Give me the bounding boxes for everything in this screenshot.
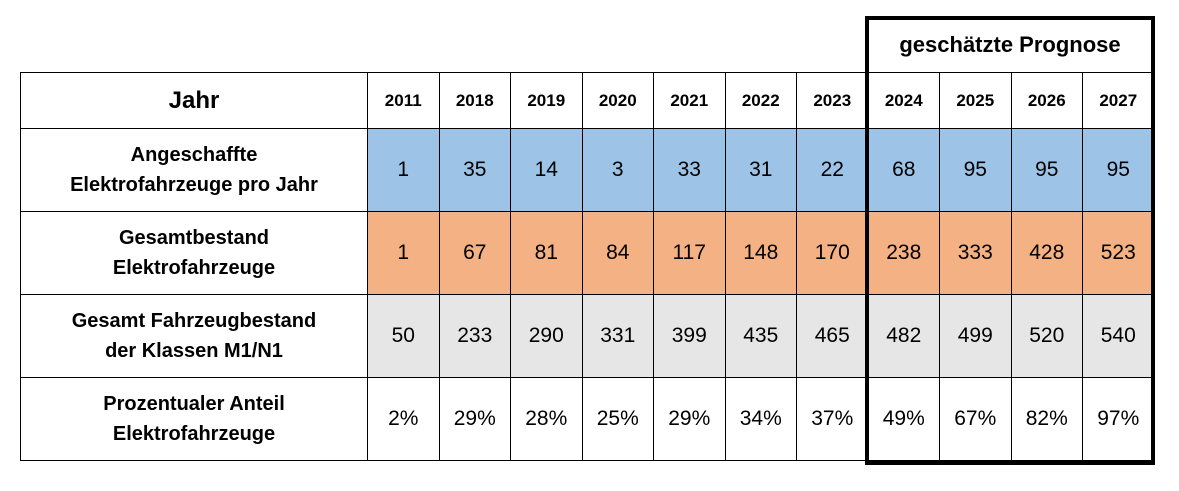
year-header: Jahr xyxy=(20,72,368,129)
table-header-row: Jahr 2011 2018 2019 2020 2021 2022 2023 … xyxy=(20,72,1155,129)
row-label-line: der Klassen M1/N1 xyxy=(105,340,283,362)
row-label-total-fleet: Gesamt Fahrzeugbestand der Klassen M1/N1 xyxy=(20,294,368,378)
row-label-line: Gesamt Fahrzeugbestand xyxy=(71,310,317,332)
year-2022: 2022 xyxy=(724,72,797,129)
table-cell: 3 xyxy=(581,128,654,212)
ev-statistics-table: Jahr 2011 2018 2019 2020 2021 2022 2023 … xyxy=(20,72,1155,461)
table-cell: 238 xyxy=(867,211,940,295)
table-cell: 170 xyxy=(796,211,869,295)
table-cell: 117 xyxy=(653,211,726,295)
table-cell: 33 xyxy=(653,128,726,212)
year-2026: 2026 xyxy=(1010,72,1083,129)
row-acquired-evs-per-year: Angeschaffte Elektrofahrzeuge pro Jahr 1 … xyxy=(20,128,1155,212)
row-label-line: Elektrofahrzeuge xyxy=(112,423,276,445)
table-cell: 97% xyxy=(1082,377,1155,461)
table-cell: 35 xyxy=(438,128,511,212)
table-cell: 34% xyxy=(724,377,797,461)
row-total-evs: Gesamtbestand Elektrofahrzeuge 1 67 81 84… xyxy=(20,211,1155,295)
year-2011: 2011 xyxy=(367,72,440,129)
year-2021: 2021 xyxy=(653,72,726,129)
table-cell: 465 xyxy=(796,294,869,378)
row-label-line: Elektrofahrzeuge xyxy=(112,257,276,279)
table-cell: 331 xyxy=(581,294,654,378)
table-cell: 67 xyxy=(438,211,511,295)
table-cell: 29% xyxy=(653,377,726,461)
year-2020: 2020 xyxy=(581,72,654,129)
row-label-line: Angeschaffte xyxy=(130,144,258,166)
table-cell: 1 xyxy=(367,211,440,295)
table-cell: 29% xyxy=(438,377,511,461)
table-cell: 49% xyxy=(867,377,940,461)
table-cell: 22 xyxy=(796,128,869,212)
table-cell: 520 xyxy=(1010,294,1083,378)
table-cell: 148 xyxy=(724,211,797,295)
table-cell: 2% xyxy=(367,377,440,461)
table-cell: 428 xyxy=(1010,211,1083,295)
table-cell: 435 xyxy=(724,294,797,378)
table-cell: 67% xyxy=(939,377,1012,461)
forecast-label: geschätzte Prognose xyxy=(899,32,1121,57)
row-total-fleet: Gesamt Fahrzeugbestand der Klassen M1/N1 … xyxy=(20,294,1155,378)
table-cell: 233 xyxy=(438,294,511,378)
table-cell: 82% xyxy=(1010,377,1083,461)
year-2025: 2025 xyxy=(939,72,1012,129)
table-cell: 50 xyxy=(367,294,440,378)
table-cell: 523 xyxy=(1082,211,1155,295)
row-label-total-evs: Gesamtbestand Elektrofahrzeuge xyxy=(20,211,368,295)
table-cell: 28% xyxy=(510,377,583,461)
table-cell: 37% xyxy=(796,377,869,461)
table-cell: 499 xyxy=(939,294,1012,378)
table-cell: 95 xyxy=(939,128,1012,212)
year-2024: 2024 xyxy=(867,72,940,129)
row-label-percentage: Prozentualer Anteil Elektrofahrzeuge xyxy=(20,377,368,461)
year-2019: 2019 xyxy=(510,72,583,129)
table-cell: 290 xyxy=(510,294,583,378)
table-cell: 84 xyxy=(581,211,654,295)
table-cell: 1 xyxy=(367,128,440,212)
table-cell: 540 xyxy=(1082,294,1155,378)
row-ev-percentage: Prozentualer Anteil Elektrofahrzeuge 2% 2… xyxy=(20,377,1155,461)
table-cell: 399 xyxy=(653,294,726,378)
year-2027: 2027 xyxy=(1082,72,1155,129)
table-cell: 25% xyxy=(581,377,654,461)
table-cell: 333 xyxy=(939,211,1012,295)
table-cell: 482 xyxy=(867,294,940,378)
row-label-line: Elektrofahrzeuge pro Jahr xyxy=(70,174,318,196)
table-cell: 95 xyxy=(1010,128,1083,212)
table-cell: 14 xyxy=(510,128,583,212)
table-cell: 81 xyxy=(510,211,583,295)
row-label-line: Gesamtbestand xyxy=(118,227,270,249)
table-cell: 95 xyxy=(1082,128,1155,212)
table-cell: 68 xyxy=(867,128,940,212)
year-2018: 2018 xyxy=(438,72,511,129)
year-2023: 2023 xyxy=(796,72,869,129)
row-label-acquired: Angeschaffte Elektrofahrzeuge pro Jahr xyxy=(20,128,368,212)
table-cell: 31 xyxy=(724,128,797,212)
row-label-line: Prozentualer Anteil xyxy=(103,393,285,415)
